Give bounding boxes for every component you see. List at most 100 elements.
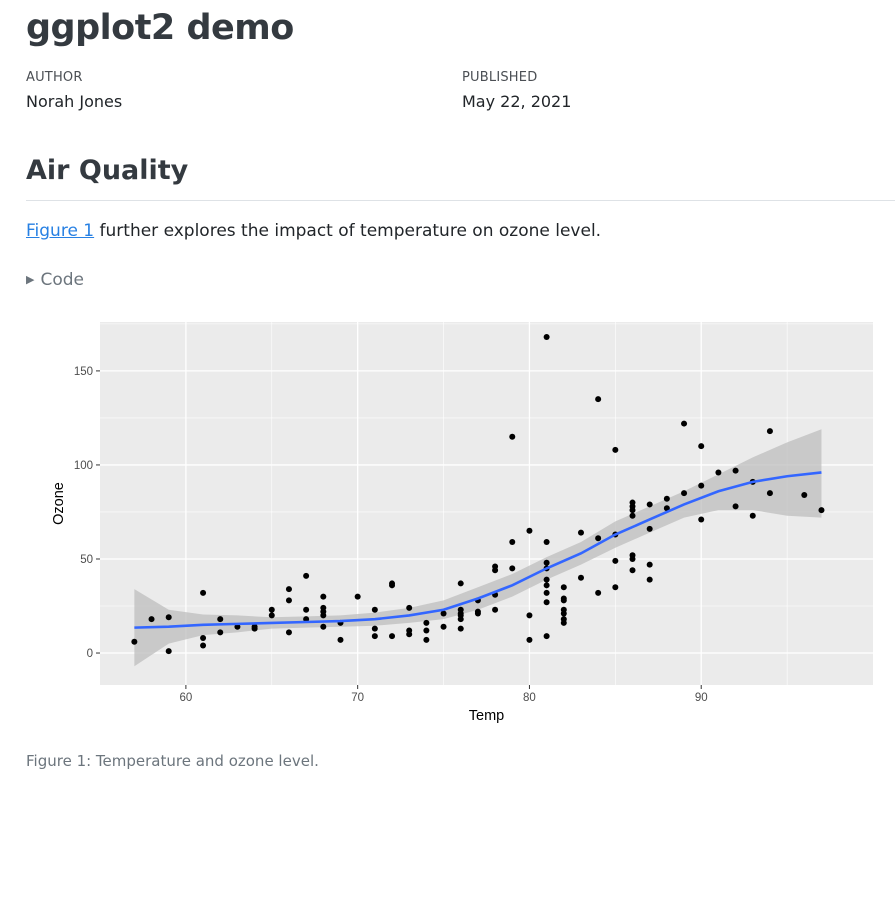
disclosure-triangle-icon: ▶ xyxy=(26,273,35,286)
data-point xyxy=(801,492,808,499)
published-label: PUBLISHED xyxy=(462,70,538,85)
data-point xyxy=(509,539,516,546)
section-heading: Air Quality xyxy=(26,155,189,186)
data-point xyxy=(285,629,292,636)
data-point xyxy=(732,467,739,474)
data-point xyxy=(526,612,533,619)
data-point xyxy=(646,576,653,583)
data-point xyxy=(457,616,464,623)
data-point xyxy=(595,535,602,542)
data-point xyxy=(543,559,550,566)
data-point xyxy=(320,612,327,619)
data-point xyxy=(543,599,550,606)
data-point xyxy=(629,507,636,514)
data-point xyxy=(320,623,327,630)
data-point xyxy=(732,503,739,510)
data-point xyxy=(663,495,670,502)
data-point xyxy=(509,565,516,572)
data-point xyxy=(131,638,138,645)
data-point xyxy=(629,555,636,562)
y-tick-label: 0 xyxy=(87,648,93,660)
data-point xyxy=(268,606,275,613)
data-point xyxy=(612,584,619,591)
data-point xyxy=(595,589,602,596)
data-point xyxy=(526,527,533,534)
data-point xyxy=(371,633,378,640)
data-point xyxy=(543,576,550,583)
data-point xyxy=(560,610,567,617)
x-tick-label: 70 xyxy=(351,692,364,704)
data-point xyxy=(371,606,378,613)
data-point xyxy=(148,616,155,623)
data-point xyxy=(337,636,344,643)
data-point xyxy=(698,516,705,523)
data-point xyxy=(371,625,378,632)
data-point xyxy=(440,610,447,617)
author-label: AUTHOR xyxy=(26,70,83,85)
data-point xyxy=(492,606,499,613)
data-point xyxy=(217,616,224,623)
y-axis-title: Ozone xyxy=(51,482,67,525)
data-point xyxy=(766,490,773,497)
data-point xyxy=(389,582,396,589)
y-tick-label: 100 xyxy=(74,460,93,472)
data-point xyxy=(457,580,464,587)
paragraph-text: further explores the impact of temperatu… xyxy=(94,221,602,241)
data-point xyxy=(698,443,705,450)
data-point xyxy=(595,396,602,403)
page-title: ggplot2 demo xyxy=(26,8,294,48)
data-point xyxy=(474,610,481,617)
data-point xyxy=(406,631,413,638)
figure-1: 60 70 80 90 0 50 100 150 Temp Ozone xyxy=(26,300,886,734)
data-point xyxy=(577,529,584,536)
data-point xyxy=(818,507,825,514)
data-point xyxy=(251,625,258,632)
author-block: AUTHOR Norah Jones xyxy=(26,70,122,111)
data-point xyxy=(285,586,292,593)
data-point xyxy=(423,619,430,626)
x-tick-label: 60 xyxy=(179,692,192,704)
data-point xyxy=(543,633,550,640)
data-point xyxy=(320,593,327,600)
y-tick-label: 150 xyxy=(74,366,93,378)
data-point xyxy=(646,501,653,508)
data-point xyxy=(560,597,567,604)
data-point xyxy=(629,567,636,574)
data-point xyxy=(560,584,567,591)
data-point xyxy=(612,557,619,564)
smooth-line xyxy=(134,471,822,629)
author-name: Norah Jones xyxy=(26,92,123,111)
y-tick-label: 50 xyxy=(80,554,93,566)
code-fold-toggle[interactable]: ▶ Code xyxy=(26,270,84,290)
data-point xyxy=(165,648,172,655)
published-block: PUBLISHED May 22, 2021 xyxy=(462,70,571,111)
data-point xyxy=(200,634,207,641)
body-paragraph: Figure 1 further explores the impact of … xyxy=(26,221,601,241)
data-point xyxy=(217,629,224,636)
code-toggle-label: Code xyxy=(40,270,84,290)
data-point xyxy=(543,589,550,596)
data-point xyxy=(406,604,413,611)
published-date: May 22, 2021 xyxy=(462,92,572,111)
data-point xyxy=(749,512,756,519)
data-point xyxy=(200,642,207,649)
data-point xyxy=(629,512,636,519)
data-point xyxy=(423,636,430,643)
data-point xyxy=(492,567,499,574)
data-point xyxy=(200,589,207,596)
data-point xyxy=(560,619,567,626)
data-point xyxy=(526,636,533,643)
x-axis-title: Temp xyxy=(469,708,504,724)
data-point xyxy=(354,593,361,600)
data-point xyxy=(423,627,430,634)
figure-link[interactable]: Figure 1 xyxy=(26,221,95,241)
data-point xyxy=(457,625,464,632)
data-point xyxy=(509,433,516,440)
data-point xyxy=(715,469,722,476)
data-point xyxy=(663,505,670,512)
data-point xyxy=(681,420,688,427)
data-point xyxy=(268,612,275,619)
ozone-temp-plot: 60 70 80 90 0 50 100 150 Temp Ozone xyxy=(51,322,873,724)
data-point xyxy=(303,606,310,613)
data-point xyxy=(766,428,773,435)
